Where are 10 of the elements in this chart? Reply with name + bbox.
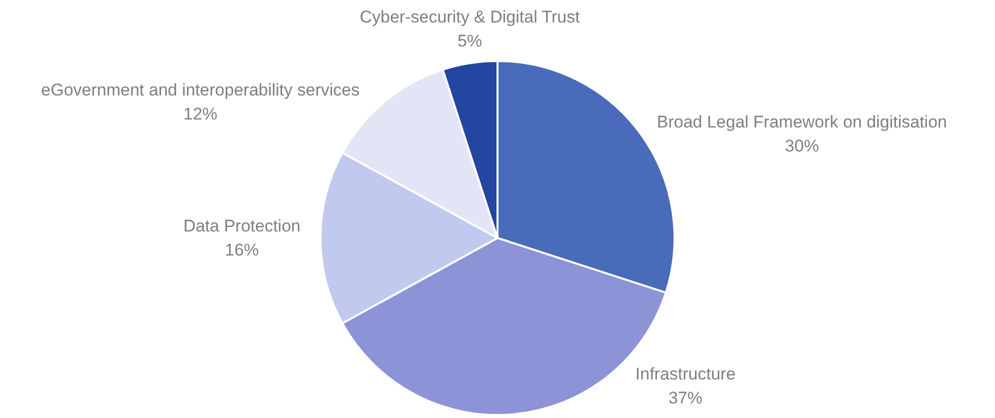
data-label: 37% [668,388,702,408]
data-label: 12% [183,104,218,124]
data-label: 5% [458,32,482,51]
slice-label: Cyber-security & Digital Trust [360,8,580,27]
slice-label: Broad Legal Framework on digitisation [656,112,947,132]
data-label: 16% [224,240,259,260]
slice-label: Infrastructure [635,364,736,384]
slice-label: eGovernment and interoperability services [41,80,360,100]
slice-label: Data Protection [183,216,301,236]
data-label: 30% [784,136,819,156]
